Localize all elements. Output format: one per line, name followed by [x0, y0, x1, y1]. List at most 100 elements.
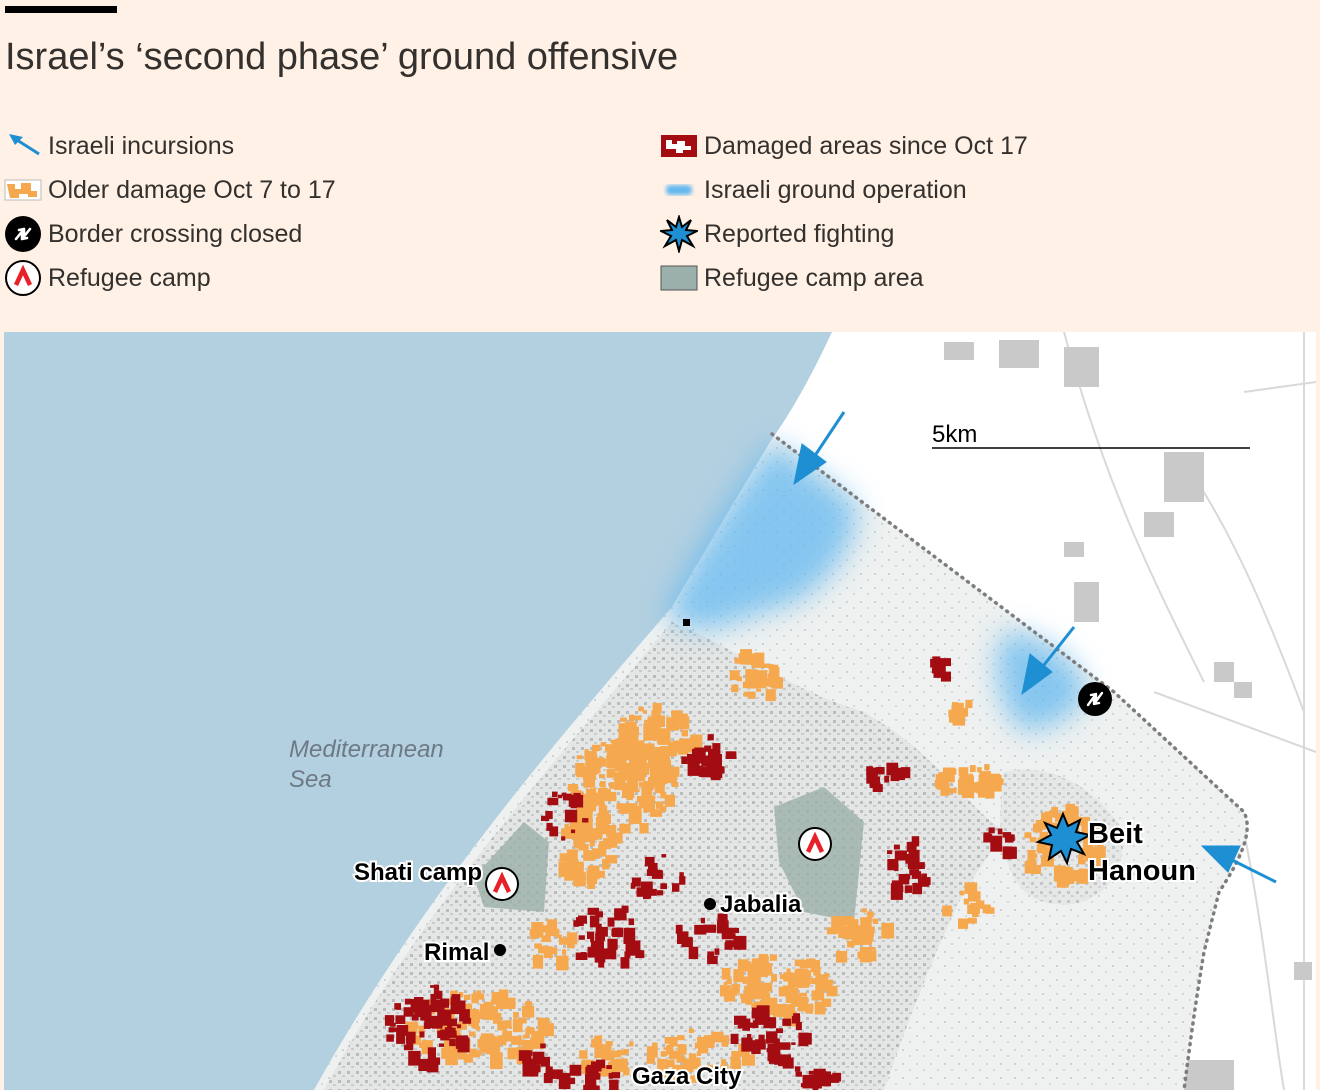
recent-damage-patch [573, 920, 579, 927]
recent-damage-patch [545, 811, 553, 820]
recent-damage-patch [636, 887, 649, 897]
recent-damage-patch [608, 1072, 613, 1079]
older-damage-patch [986, 782, 992, 790]
older-damage-patch [640, 745, 651, 761]
older-damage-patch [740, 993, 745, 999]
recent-damage-swatch [660, 127, 698, 165]
recent-damage-patch [457, 1037, 470, 1053]
older-damage-patch [694, 1042, 700, 1049]
older-damage-patch [502, 1030, 512, 1042]
older-damage-patch [605, 855, 618, 864]
older-damage-patch [703, 1035, 715, 1048]
older-damage-patch [618, 803, 629, 814]
older-damage-patch [975, 900, 985, 909]
older-damage-patch [802, 959, 810, 967]
recent-damage-patch [812, 1076, 822, 1089]
older-damage-patch [847, 941, 855, 948]
refugee-camp-icon[interactable] [485, 867, 519, 901]
older-damage-patch [616, 1058, 628, 1072]
older-damage-patch [821, 998, 832, 1007]
older-damage-patch [679, 716, 690, 730]
older-damage-patch [989, 774, 1002, 792]
recent-damage-patch [547, 797, 559, 806]
recent-damage-patch [681, 937, 693, 948]
recent-damage-patch [628, 918, 635, 926]
older-damage-patch [522, 1034, 530, 1039]
older-damage-patch [629, 714, 635, 722]
older-damage-patch [795, 998, 805, 1005]
recent-damage-patch [704, 745, 712, 752]
recent-damage-patch [912, 883, 923, 895]
recent-damage-patch [906, 841, 917, 852]
recent-damage-patch [524, 1050, 533, 1056]
older-damage-patch [647, 716, 656, 724]
older-damage-patch [617, 1049, 627, 1056]
older-damage-patch [1064, 866, 1073, 875]
older-damage-patch [624, 722, 637, 731]
recent-damage-patch [768, 1052, 779, 1064]
older-damage-patch [734, 657, 739, 664]
recent-damage-patch [898, 885, 904, 893]
older-damage-patch [609, 791, 617, 802]
older-damage-patch [507, 1047, 517, 1060]
older-damage-patch [597, 758, 607, 767]
older-damage-patch [769, 954, 777, 961]
recent-damage-patch [444, 1027, 453, 1034]
recent-damage-patch [988, 827, 995, 834]
older-damage-patch [1068, 810, 1079, 824]
recent-damage-patch [419, 1031, 425, 1038]
older-damage-patch [1024, 861, 1037, 874]
recent-damage-patch [891, 880, 901, 891]
older-damage-patch [733, 969, 744, 983]
border-crossing-icon[interactable] [1078, 682, 1112, 716]
older-damage-patch [938, 772, 945, 777]
older-damage-patch [567, 784, 578, 792]
recent-damage-patch [526, 1053, 532, 1060]
recent-damage-patch [776, 1028, 783, 1034]
older-damage-patch [767, 673, 772, 678]
older-damage-patch [578, 844, 589, 851]
refugee-camp-icon[interactable] [798, 827, 832, 861]
older-damage-patch [646, 1059, 655, 1064]
older-damage-patch [464, 994, 471, 1000]
chart-title: Israel’s ‘second phase’ ground offensive [5, 36, 679, 78]
older-damage-patch [652, 1042, 658, 1047]
older-damage-patch [669, 1050, 680, 1060]
recent-damage-patch [577, 804, 582, 808]
arrow-icon [1200, 845, 1277, 884]
older-damage-patch [675, 742, 681, 747]
site-marker [683, 619, 690, 626]
older-damage-patch [644, 787, 651, 792]
older-damage-patch [606, 825, 617, 838]
recent-damage-patch [791, 1015, 801, 1024]
recent-damage-patch [733, 935, 747, 950]
legend-item-older-damage: Older damage Oct 7 to 17 [4, 170, 336, 210]
older-damage-patch [572, 861, 584, 874]
older-damage-patch [614, 777, 626, 790]
older-damage-patch [556, 934, 562, 939]
recent-damage-patch [609, 1079, 619, 1090]
older-damage-patch [721, 968, 731, 980]
older-damage-patch [633, 768, 646, 782]
recent-damage-patch [558, 1072, 571, 1090]
older-damage-patch [531, 922, 544, 938]
older-damage-patch [654, 746, 666, 760]
older-damage-patch [656, 761, 670, 776]
older-damage-patch [458, 1050, 467, 1060]
older-damage-patch [696, 1051, 702, 1056]
older-damage-patch [758, 984, 770, 997]
recent-damage-patch [585, 1073, 597, 1088]
older-damage-patch [620, 782, 631, 791]
jabalia-dot [704, 898, 716, 910]
recent-damage-patch [417, 999, 430, 1017]
older-damage-patch [564, 869, 574, 881]
older-damage-patch [457, 1022, 462, 1027]
older-damage-patch [749, 682, 757, 689]
recent-damage-patch [791, 1042, 796, 1045]
older-damage-patches [405, 649, 1106, 1083]
older-damage-patch [666, 1045, 674, 1055]
older-damage-patch [566, 932, 578, 945]
older-damage-patch [758, 954, 766, 959]
older-damage-patch [963, 782, 972, 793]
recent-damage-patch [940, 671, 951, 682]
